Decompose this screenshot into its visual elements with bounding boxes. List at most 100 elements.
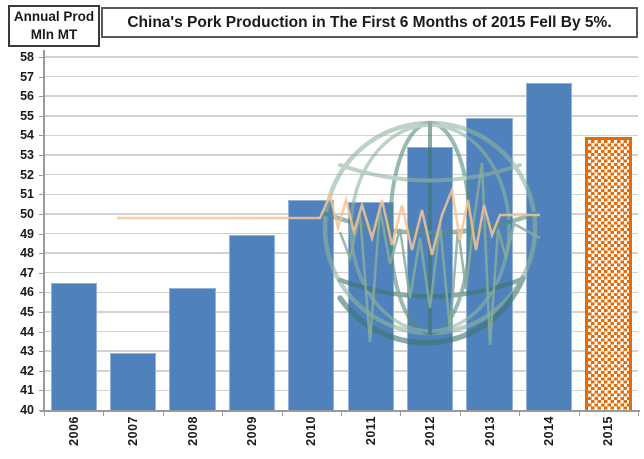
y-axis-tick bbox=[39, 96, 44, 98]
x-axis-labels: 2006 2007 2008 2009 2010 2011 2012 2013 2014 2015 bbox=[44, 416, 638, 459]
bar-2012 bbox=[406, 147, 454, 410]
x-tick-label-2011: 2011 bbox=[363, 416, 378, 446]
bar-2014 bbox=[525, 82, 573, 410]
bar-2013 bbox=[466, 117, 513, 410]
bar-slot-2012 bbox=[400, 147, 459, 410]
x-axis-line bbox=[40, 410, 640, 412]
y-tick-label-58: 58 bbox=[20, 50, 34, 64]
y-axis-tick bbox=[39, 311, 44, 313]
y-tick-label-44: 44 bbox=[20, 324, 34, 339]
y-axis-line bbox=[43, 50, 45, 410]
y-axis-tick bbox=[39, 292, 44, 294]
gridline bbox=[44, 370, 638, 372]
bar-slot-2006 bbox=[44, 282, 103, 410]
y-tick-label-49: 49 bbox=[20, 226, 34, 241]
x-tick-label-2009: 2009 bbox=[244, 416, 259, 446]
y-tick-label-42: 42 bbox=[20, 363, 34, 378]
x-axis-tick bbox=[400, 411, 402, 416]
gridline bbox=[44, 389, 638, 392]
bar-slot-2008 bbox=[163, 288, 222, 410]
y-axis-tick bbox=[39, 253, 44, 255]
y-axis-tick bbox=[39, 194, 44, 196]
y-axis-tick bbox=[39, 135, 44, 137]
y-axis-tick bbox=[39, 213, 44, 215]
gridline bbox=[44, 95, 638, 97]
bar-2008 bbox=[169, 288, 216, 410]
bar-slot-2015 bbox=[579, 137, 638, 410]
x-label-slot: 2013 bbox=[460, 416, 519, 459]
y-axis-tick bbox=[39, 115, 44, 117]
x-tick-label-2008: 2008 bbox=[185, 416, 200, 446]
y-axis-tick bbox=[39, 76, 44, 78]
x-tick-label-2010: 2010 bbox=[304, 416, 319, 446]
y-axis-tick bbox=[39, 351, 44, 353]
x-tick-label-2013: 2013 bbox=[482, 416, 497, 446]
y-axis-unit-box: Annual Prod Mln MT bbox=[8, 5, 100, 47]
y-tick-label-40: 40 bbox=[20, 403, 34, 417]
x-label-slot: 2011 bbox=[341, 416, 400, 459]
y-tick-label-47: 47 bbox=[20, 265, 34, 280]
x-axis-tick bbox=[44, 411, 45, 416]
x-tick-label-2006: 2006 bbox=[66, 416, 81, 446]
y-axis-tick bbox=[39, 370, 44, 372]
x-label-slot: 2009 bbox=[222, 416, 281, 459]
y-axis-tick bbox=[39, 57, 44, 58]
y-axis-unit-line2: Mln MT bbox=[30, 27, 78, 42]
gridline bbox=[44, 56, 638, 58]
y-tick-label-53: 53 bbox=[20, 148, 34, 163]
y-tick-label-46: 46 bbox=[20, 285, 34, 300]
x-tick-label-2015: 2015 bbox=[601, 416, 616, 446]
x-axis-tick bbox=[578, 411, 580, 416]
x-axis-tick bbox=[162, 411, 164, 416]
x-axis-tick bbox=[519, 411, 521, 416]
y-tick-label-50: 50 bbox=[20, 206, 34, 221]
bar-2011 bbox=[347, 202, 394, 410]
gridline bbox=[44, 115, 638, 117]
x-tick-label-2012: 2012 bbox=[423, 416, 438, 446]
y-axis-tick bbox=[39, 331, 44, 333]
bars-container bbox=[44, 57, 638, 410]
bar-slot-2007 bbox=[103, 353, 162, 410]
y-tick-label-54: 54 bbox=[20, 128, 34, 143]
y-tick-label-48: 48 bbox=[20, 246, 34, 261]
x-axis-tick bbox=[638, 411, 639, 416]
x-tick-label-2007: 2007 bbox=[126, 416, 141, 446]
x-axis-tick bbox=[341, 411, 342, 416]
bar-slot-2014 bbox=[519, 82, 578, 410]
bar-slot-2010 bbox=[282, 200, 341, 410]
y-tick-label-41: 41 bbox=[20, 383, 34, 398]
x-axis-tick bbox=[222, 411, 224, 416]
x-label-slot: 2007 bbox=[103, 416, 162, 459]
x-axis-tick bbox=[281, 411, 283, 416]
y-tick-label-51: 51 bbox=[20, 187, 34, 202]
bar-2010 bbox=[288, 200, 335, 410]
y-axis-tick bbox=[39, 155, 44, 157]
y-axis-unit-line1: Annual Prod bbox=[13, 9, 95, 25]
bar-2009 bbox=[228, 235, 276, 410]
bar-2015 bbox=[585, 137, 632, 410]
bar-slot-2013 bbox=[460, 117, 519, 410]
y-axis-tick bbox=[39, 233, 44, 235]
y-tick-label-45: 45 bbox=[20, 304, 34, 319]
x-label-slot: 2015 bbox=[579, 416, 638, 459]
gridline bbox=[44, 350, 638, 352]
plot-area: 58 57 56 55 54 53 52 51 50 49 48 47 46 45 44 43 42 41 40 bbox=[20, 50, 638, 417]
x-label-slot: 2014 bbox=[519, 416, 578, 459]
y-tick-label-43: 43 bbox=[20, 344, 34, 359]
bar-2007 bbox=[109, 353, 157, 410]
x-label-slot: 2008 bbox=[163, 416, 222, 459]
chart-title: China's Pork Production in The First 6 M… bbox=[101, 7, 638, 38]
y-tick-label-56: 56 bbox=[20, 89, 34, 104]
bar-2006 bbox=[50, 282, 97, 410]
y-tick-label-52: 52 bbox=[20, 167, 34, 182]
y-tick-label-57: 57 bbox=[20, 69, 34, 84]
x-label-slot: 2010 bbox=[282, 416, 341, 459]
bar-slot-2011 bbox=[341, 202, 400, 410]
x-label-slot: 2006 bbox=[44, 416, 103, 459]
x-label-slot: 2012 bbox=[400, 416, 459, 459]
x-axis-tick bbox=[459, 411, 461, 416]
y-axis-tick bbox=[39, 390, 44, 392]
y-axis-tick bbox=[39, 174, 44, 176]
y-tick-label-55: 55 bbox=[20, 108, 34, 123]
